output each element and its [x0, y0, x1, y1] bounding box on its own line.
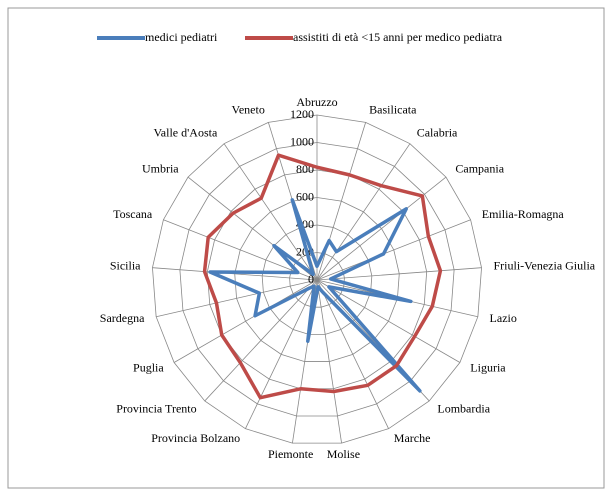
- spoke: [316, 279, 389, 429]
- spoke: [316, 279, 461, 363]
- spoke: [316, 267, 482, 281]
- category-label: Sicilia: [110, 259, 141, 273]
- category-label: Puglia: [133, 360, 164, 374]
- category-label: Friuli-Venezia Giulia: [494, 259, 596, 273]
- category-label: Marche: [394, 431, 431, 445]
- category-label: Umbria: [142, 161, 179, 175]
- category-label: Emilia-Romagna: [482, 207, 565, 221]
- category-label: Basilicata: [369, 103, 417, 117]
- grid-ring: [261, 224, 373, 335]
- category-label: Piemonte: [268, 447, 313, 461]
- series-line: [208, 198, 422, 393]
- spoke: [316, 143, 411, 281]
- category-label: Valle d'Aosta: [153, 126, 217, 140]
- category-label: Lazio: [490, 311, 517, 325]
- category-label: Veneto: [232, 103, 265, 117]
- y-tick-label: 0: [308, 272, 314, 286]
- spoke: [173, 279, 318, 363]
- y-tick-label: 1200: [290, 107, 314, 121]
- spoke: [245, 279, 318, 429]
- spoke: [316, 279, 342, 444]
- series-line: [202, 153, 443, 400]
- category-label: Toscana: [113, 207, 153, 221]
- category-label: Provincia Trento: [116, 402, 196, 416]
- grid-ring: [234, 197, 400, 362]
- spoke: [316, 176, 447, 281]
- spoke: [316, 219, 471, 281]
- category-label: Abruzzo: [296, 95, 337, 109]
- legend-label: medici pediatri: [145, 30, 218, 44]
- category-label: Calabria: [417, 126, 458, 140]
- spoke: [223, 143, 318, 281]
- grid-ring: [179, 142, 455, 417]
- category-label: Provincia Bolzano: [151, 431, 240, 445]
- spoke: [316, 122, 367, 281]
- y-tick-label: 600: [296, 189, 314, 203]
- category-label: Sardegna: [100, 311, 145, 325]
- grid-ring: [152, 114, 482, 444]
- legend-label: assistiti di età <15 anni per medico ped…: [293, 30, 503, 44]
- y-tick-label: 1000: [290, 134, 314, 148]
- category-label: Molise: [327, 447, 360, 461]
- category-label: Campania: [455, 161, 504, 175]
- spoke: [204, 279, 318, 402]
- spoke: [163, 219, 318, 281]
- spoke: [156, 279, 318, 318]
- category-label: Liguria: [470, 360, 506, 374]
- category-label: Lombardia: [437, 402, 490, 416]
